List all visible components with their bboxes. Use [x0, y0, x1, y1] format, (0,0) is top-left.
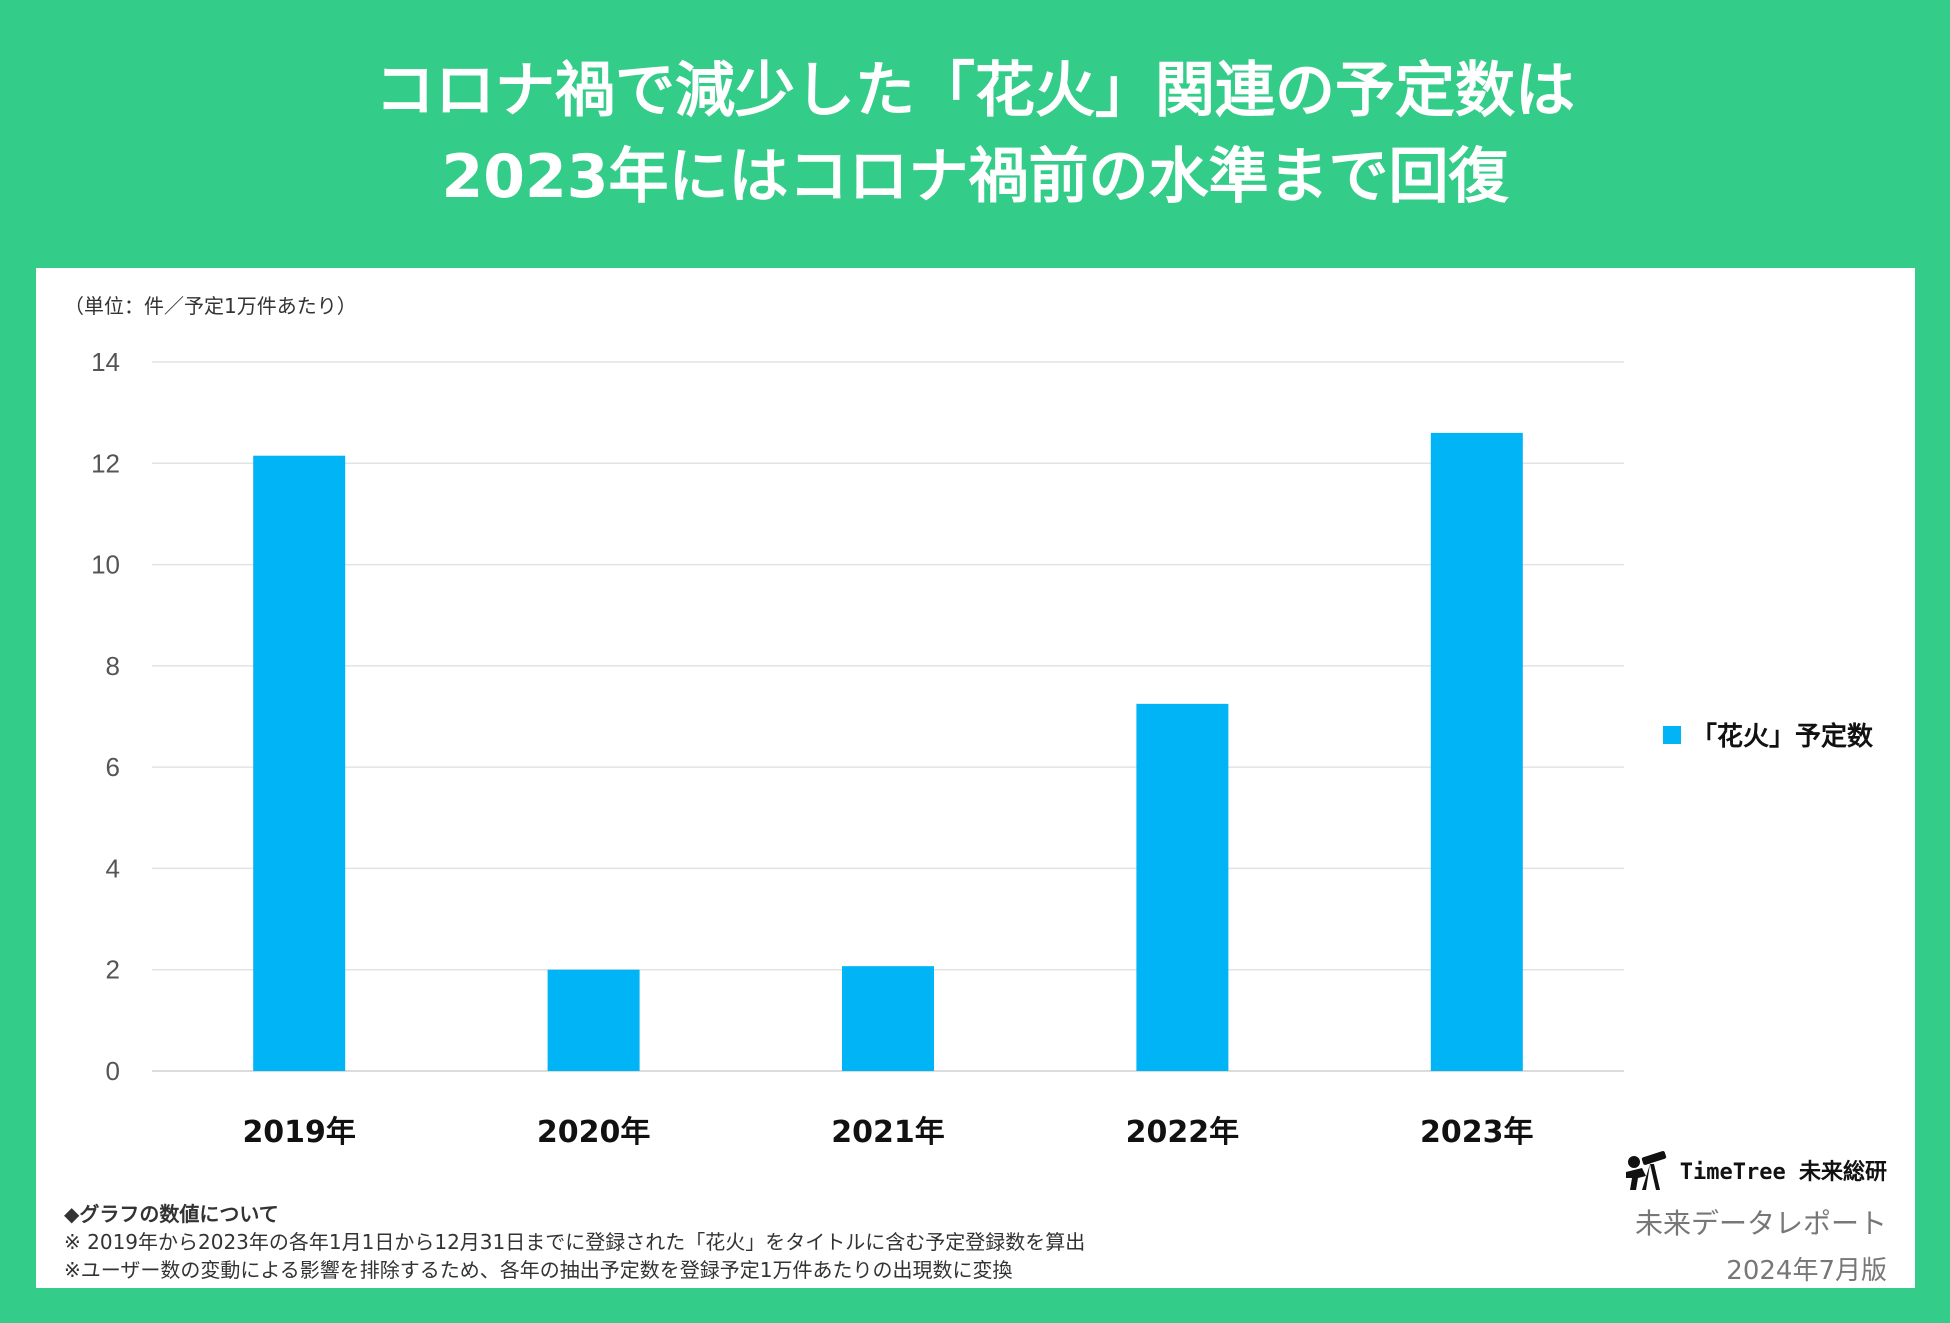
bar — [547, 969, 640, 1071]
brand-date: 2024年7月版 — [1726, 1256, 1887, 1286]
bar — [253, 455, 346, 1071]
brand-report: 未来データレポート — [1634, 1207, 1887, 1240]
legend-swatch — [1663, 725, 1681, 744]
y-tick-label: 6 — [106, 752, 120, 782]
y-tick-label: 10 — [91, 550, 120, 580]
legend-label: 「花火」予定数 — [1691, 722, 1874, 752]
bar — [842, 966, 934, 1071]
title-line-2: 2023年にはコロナ禍前の水準まで回復 — [441, 142, 1509, 212]
notes-line-1: ※ 2019年から2023年の各年1月1日から12月31日までに登録された「花火… — [64, 1230, 1086, 1254]
title-line-1: コロナ禍で減少した「花火」関連の予定数は — [375, 56, 1575, 126]
x-tick-label: 2020年 — [537, 1115, 651, 1148]
bar-chart: 0 2 4 6 8 10 12 14 2019年 2020年 2021年 2022年 2023年 — [91, 347, 1624, 1148]
person-with-telescope-icon — [1625, 1151, 1666, 1190]
bar — [1430, 432, 1523, 1071]
y-tick-label: 8 — [106, 651, 120, 681]
y-tick-label: 0 — [106, 1056, 120, 1086]
x-tick-label: 2021年 — [831, 1115, 945, 1148]
chart-panel: （単位：件／予定1万件あたり） 0 2 4 6 8 10 12 14 2019年 2020年 20… — [36, 268, 1915, 1288]
page-title: コロナ禍で減少した「花火」関連の予定数は 2023年にはコロナ禍前の水準まで回復 — [0, 48, 1950, 220]
brand: TimeTree 未来総研 未来データレポート 2024年7月版 — [1620, 1148, 1887, 1287]
notes-heading: ◆グラフの数値について — [64, 1202, 279, 1226]
y-tick-label: 2 — [106, 955, 120, 985]
unit-label: （単位：件／予定1万件あたり） — [64, 294, 357, 318]
legend: 「花火」予定数 — [1663, 716, 1873, 753]
y-tick-label: 4 — [106, 853, 120, 883]
x-tick-label: 2023年 — [1420, 1115, 1534, 1148]
y-tick-label: 12 — [91, 448, 120, 478]
x-tick-label: 2022年 — [1126, 1115, 1240, 1148]
notes-line-2: ※ユーザー数の変動による影響を排除するため、各年の抽出予定数を登録予定1万件あた… — [64, 1258, 1013, 1282]
y-tick-label: 14 — [91, 347, 120, 377]
x-tick-label: 2019年 — [242, 1115, 356, 1148]
bar — [1136, 703, 1229, 1071]
brand-logo: TimeTree 未来総研 — [1620, 1148, 1887, 1192]
brand-name: TimeTree 未来総研 — [1679, 1160, 1887, 1185]
notes: ◆グラフの数値について ※ 2019年から2023年の各年1月1日から12月31… — [64, 1200, 1085, 1284]
